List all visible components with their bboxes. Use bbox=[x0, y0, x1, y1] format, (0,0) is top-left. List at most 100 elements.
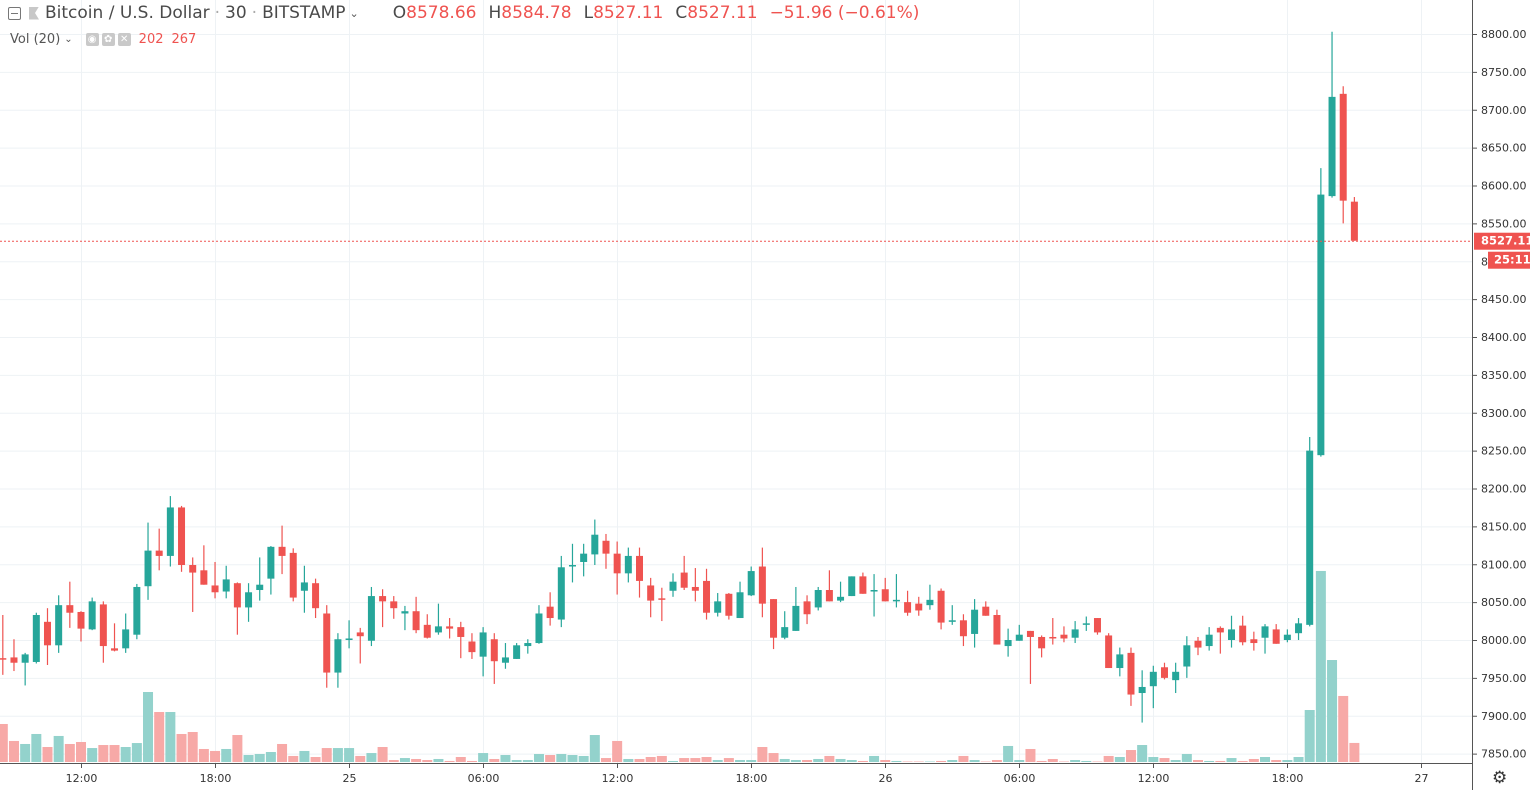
price-tick-label: 8300.00 bbox=[1481, 407, 1527, 420]
interval[interactable]: 30 bbox=[225, 3, 247, 23]
volume-bar bbox=[1137, 745, 1148, 762]
candle-body bbox=[568, 565, 576, 567]
candle-body bbox=[356, 632, 364, 637]
volume-bar bbox=[589, 735, 600, 762]
candle bbox=[1216, 626, 1224, 654]
candle bbox=[289, 548, 297, 602]
candle-body bbox=[1194, 640, 1202, 648]
candle bbox=[770, 599, 778, 650]
candle-body bbox=[233, 583, 241, 608]
candle bbox=[267, 546, 275, 595]
volume-bar bbox=[1338, 695, 1349, 762]
candle bbox=[222, 565, 230, 599]
chevron-down-icon[interactable]: ⌄ bbox=[64, 34, 73, 45]
candle-body bbox=[814, 590, 822, 608]
candle-body bbox=[1026, 630, 1034, 637]
candle bbox=[1105, 633, 1113, 669]
volume-bar bbox=[723, 758, 734, 762]
candle bbox=[636, 547, 643, 598]
volume-indicator-label[interactable]: Vol (20) bbox=[10, 32, 61, 47]
candle bbox=[300, 565, 308, 613]
candle-body bbox=[1183, 645, 1191, 667]
close-icon[interactable]: ✕ bbox=[117, 33, 131, 46]
price-tick-label: 7950.00 bbox=[1481, 672, 1527, 685]
minus-square-icon[interactable] bbox=[8, 6, 21, 20]
volume-bar bbox=[757, 747, 768, 762]
candle bbox=[803, 595, 811, 625]
candle bbox=[0, 615, 7, 675]
candle-body bbox=[401, 611, 409, 614]
candle bbox=[1205, 627, 1213, 651]
candle-body bbox=[792, 605, 800, 631]
candle bbox=[1160, 662, 1168, 680]
candle-body bbox=[971, 609, 979, 634]
volume-bar bbox=[310, 757, 321, 762]
volume-bar bbox=[645, 757, 656, 762]
candle bbox=[200, 545, 208, 585]
symbol-logo-icon bbox=[29, 6, 39, 20]
high-value: 8584.78 bbox=[501, 3, 572, 23]
eye-icon[interactable]: ◉ bbox=[85, 33, 99, 46]
price-tick-label: 8350.00 bbox=[1481, 369, 1527, 382]
price-axis-background[interactable] bbox=[1472, 0, 1530, 763]
volume-bar bbox=[254, 753, 265, 762]
symbol-name[interactable]: Bitcoin / U.S. Dollar bbox=[45, 3, 210, 23]
price-tick-label: 8050.00 bbox=[1481, 596, 1527, 609]
time-axis[interactable]: 12:00 18:00 25 06:00 12:00 18:00 26 06:00 12:00 1… bbox=[66, 763, 1429, 785]
bar-countdown: 25:11 bbox=[1494, 253, 1530, 267]
candle bbox=[859, 572, 867, 594]
candle bbox=[356, 627, 364, 664]
candle-body bbox=[0, 658, 7, 660]
price-axis[interactable]: 8800.00 8750.00 8700.00 8650.00 8600.00 8550.… bbox=[1472, 28, 1527, 761]
price-tick-label: 8450.00 bbox=[1481, 293, 1527, 306]
volume-bar bbox=[1237, 760, 1248, 762]
candle-body bbox=[468, 641, 476, 653]
candle-body bbox=[703, 580, 711, 613]
volume-bar bbox=[1226, 758, 1237, 762]
volume-bar bbox=[288, 755, 299, 762]
price-tick-label: 8550.00 bbox=[1481, 217, 1527, 230]
settings-icon[interactable]: ✿ bbox=[101, 33, 115, 46]
candle-body bbox=[1149, 671, 1157, 687]
volume-bar bbox=[321, 748, 332, 762]
volume-bar bbox=[53, 735, 64, 762]
candle bbox=[870, 574, 878, 617]
candle bbox=[546, 592, 554, 626]
candle bbox=[1283, 629, 1291, 643]
exchange[interactable]: BITSTAMP bbox=[262, 3, 346, 23]
candle bbox=[1116, 647, 1124, 677]
volume-bar bbox=[735, 760, 746, 762]
candle-body bbox=[1004, 640, 1012, 647]
volume-bar bbox=[880, 760, 891, 762]
candle-body bbox=[1105, 635, 1113, 669]
volume-bar bbox=[478, 753, 489, 762]
candle bbox=[1272, 624, 1280, 644]
candle-body bbox=[479, 632, 487, 657]
candle bbox=[1172, 662, 1180, 694]
candle bbox=[66, 581, 74, 628]
open-label: O bbox=[392, 3, 407, 23]
candle bbox=[658, 587, 666, 622]
price-tick-label: 8250.00 bbox=[1481, 445, 1527, 458]
time-tick-label: 18:00 bbox=[200, 772, 232, 785]
candle-body bbox=[312, 583, 320, 609]
last-price-value: 8527.11 bbox=[1481, 234, 1530, 248]
volume-bar bbox=[1047, 758, 1058, 762]
price-tick-partial: 8 bbox=[1481, 255, 1488, 268]
volume-bar bbox=[790, 760, 801, 762]
volume-bar bbox=[612, 740, 623, 762]
candle-body bbox=[714, 601, 722, 613]
chevron-down-icon[interactable]: ⌄ bbox=[349, 6, 359, 20]
volume-legend: Vol (20) ⌄ ◉ ✿ ✕ 202 267 bbox=[10, 32, 196, 47]
open-value: 8578.66 bbox=[406, 3, 477, 23]
volume-bar bbox=[20, 743, 31, 762]
candle-body bbox=[144, 550, 152, 587]
volume-bar bbox=[377, 747, 388, 762]
volume-bar bbox=[545, 755, 556, 762]
candle bbox=[1350, 197, 1358, 241]
candles bbox=[0, 31, 1358, 723]
candle-body bbox=[524, 643, 532, 647]
gear-icon[interactable]: ⚙ bbox=[1492, 768, 1508, 788]
candle bbox=[982, 601, 990, 616]
